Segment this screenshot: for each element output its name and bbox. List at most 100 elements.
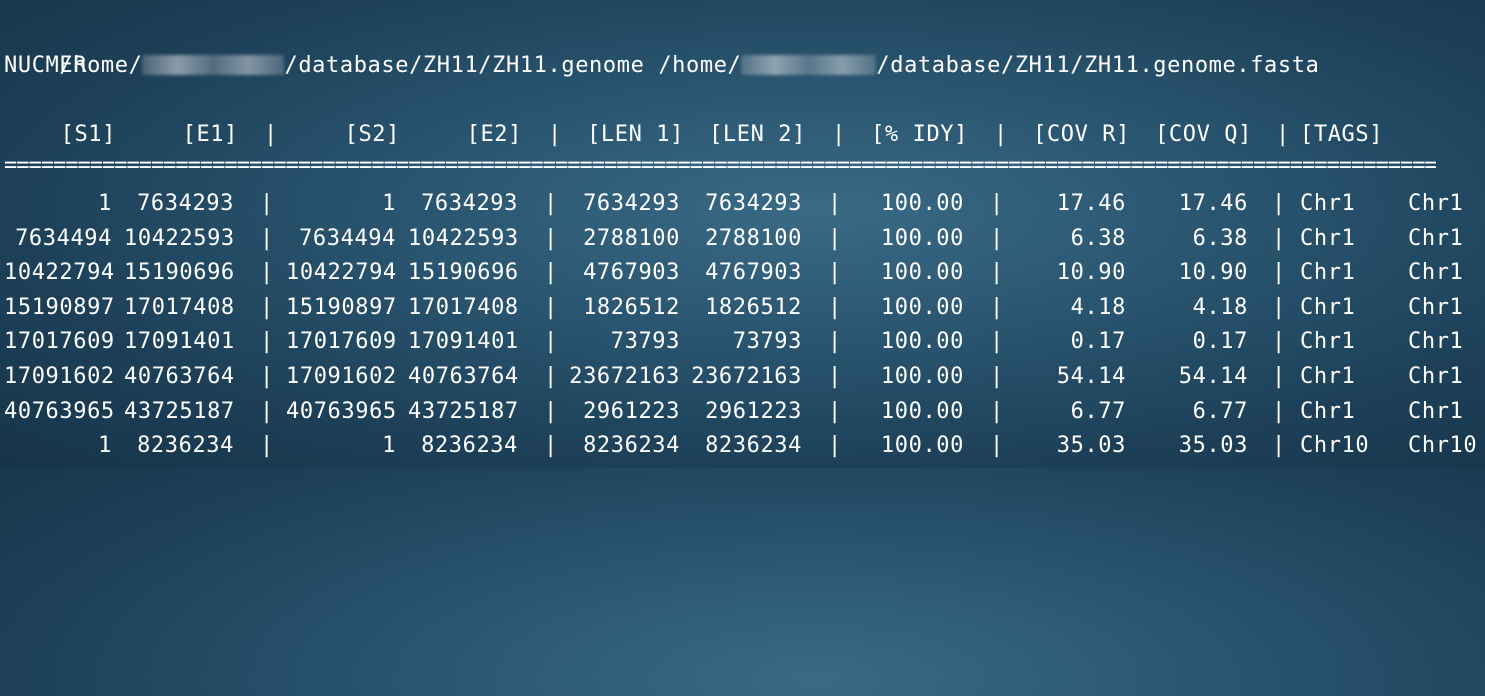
header-s2: [S2] [344, 122, 400, 147]
column-separator: | [544, 191, 558, 216]
column-separator: | [828, 433, 842, 459]
cell-idy: 100.00 [880, 294, 964, 320]
cell-s-2: 1 [382, 433, 396, 459]
column-separator: | [990, 433, 1004, 459]
program-name: NUCMER [4, 53, 88, 78]
cell-len-1: 2788100 [583, 225, 680, 251]
cell-e-2: 43725187 [408, 398, 519, 424]
cell-covq: 6.77 [1192, 398, 1248, 424]
cell-e-1: 17017408 [124, 294, 235, 320]
cell-len-2: 2788100 [705, 225, 802, 251]
cell-e-2: 40763764 [408, 364, 519, 389]
cell-len-2: 23672163 [691, 364, 802, 389]
column-separator: | [544, 398, 558, 424]
cell-e-2: 15190696 [408, 260, 519, 286]
cell-covq: 4.18 [1192, 294, 1248, 320]
cell-idy: 100.00 [880, 191, 964, 216]
column-separator: | [990, 260, 1004, 286]
column-separator: | [828, 294, 842, 320]
cell-len-1: 4767903 [583, 260, 680, 286]
header-e1: [E1] [182, 122, 238, 147]
cell-e-1: 43725187 [124, 398, 235, 424]
column-separator: | [1272, 260, 1286, 286]
cell-s-2: 17017609 [286, 329, 397, 355]
column-separator: | [260, 433, 274, 459]
cell-tag-1: Chr1 [1300, 329, 1356, 355]
cell-covq: 35.03 [1178, 433, 1248, 459]
cell-covq: 54.14 [1178, 364, 1248, 389]
cell-covq: 6.38 [1192, 225, 1248, 251]
cell-e-1: 40763764 [124, 364, 235, 389]
cell-covr: 0.17 [1070, 329, 1126, 355]
cell-tag-1: Chr1 [1300, 191, 1356, 216]
column-separator: | [832, 122, 846, 147]
cell-covr: 35.03 [1056, 433, 1126, 459]
column-separator: | [1272, 225, 1286, 251]
header-idy: [% IDY] [871, 122, 968, 147]
cell-s-1: 10422794 [4, 260, 115, 286]
column-separator: | [828, 260, 842, 286]
column-separator: | [1272, 294, 1286, 320]
cell-s-1: 7634494 [15, 225, 112, 251]
cell-len-1: 8236234 [583, 433, 680, 459]
column-separator: | [260, 294, 274, 320]
cell-idy: 100.00 [880, 260, 964, 286]
header-rule: ========================================… [4, 158, 1436, 174]
cell-e-2: 17091401 [408, 329, 519, 355]
column-separator: | [264, 122, 278, 147]
redacted-username [142, 55, 285, 75]
cell-tag-1: Chr1 [1300, 225, 1356, 251]
cell-len-2: 7634293 [705, 191, 802, 216]
column-separator: | [1276, 122, 1290, 147]
column-separator: | [260, 191, 274, 216]
cell-tag-2: Chr1 [1408, 260, 1464, 286]
cell-s-2: 10422794 [286, 260, 397, 286]
cell-s-1: 1 [98, 433, 112, 459]
column-separator: | [260, 364, 274, 389]
header-e2: [E2] [466, 122, 522, 147]
cell-len-1: 7634293 [583, 191, 680, 216]
cell-covr: 6.38 [1070, 225, 1126, 251]
column-separator: | [1272, 398, 1286, 424]
column-separator: | [828, 398, 842, 424]
cell-s-1: 17017609 [4, 329, 115, 355]
cell-len-2: 8236234 [705, 433, 802, 459]
column-separator: | [990, 191, 1004, 216]
column-separator: | [544, 225, 558, 251]
cell-e-2: 8236234 [421, 433, 518, 459]
cell-tag-1: Chr10 [1300, 433, 1370, 459]
column-separator: | [544, 294, 558, 320]
cell-covr: 17.46 [1056, 191, 1126, 216]
column-separator: | [828, 225, 842, 251]
column-separator: | [544, 364, 558, 389]
cell-s-1: 40763965 [4, 398, 115, 424]
query-path-suffix: /database/ZH11/ZH11.genome.fasta [876, 53, 1320, 78]
cell-tag-2: Chr1 [1408, 329, 1464, 355]
column-separator: | [544, 433, 558, 459]
cell-idy: 100.00 [880, 398, 964, 424]
header-len2: [LEN 2] [709, 122, 806, 147]
column-separator: | [260, 225, 274, 251]
column-separator: | [548, 122, 562, 147]
column-separator: | [990, 329, 1004, 355]
column-separator: | [1272, 433, 1286, 459]
header-len1: [LEN 1] [587, 122, 684, 147]
column-separator: | [990, 225, 1004, 251]
terminal-window[interactable]: /home/ /database/ZH11/ZH11.genome /home/ /… [0, 0, 1485, 468]
reference-path-prefix: /home/ [59, 53, 143, 78]
cell-e-2: 7634293 [421, 191, 518, 216]
cell-covr: 4.18 [1070, 294, 1126, 320]
cell-e-1: 17091401 [124, 329, 235, 355]
cell-tag-2: Chr1 [1408, 364, 1464, 389]
cell-s-2: 1 [382, 191, 396, 216]
cell-len-2: 2961223 [705, 398, 802, 424]
column-separator: | [260, 398, 274, 424]
cell-s-1: 1 [98, 191, 112, 216]
cell-len-2: 73793 [732, 329, 802, 355]
cell-s-1: 15190897 [4, 294, 115, 320]
cell-s-2: 17091602 [286, 364, 397, 389]
header-cov-r: [COV R] [1033, 122, 1130, 147]
cell-covq: 17.46 [1178, 191, 1248, 216]
cell-len-2: 4767903 [705, 260, 802, 286]
cell-e-1: 15190696 [124, 260, 235, 286]
